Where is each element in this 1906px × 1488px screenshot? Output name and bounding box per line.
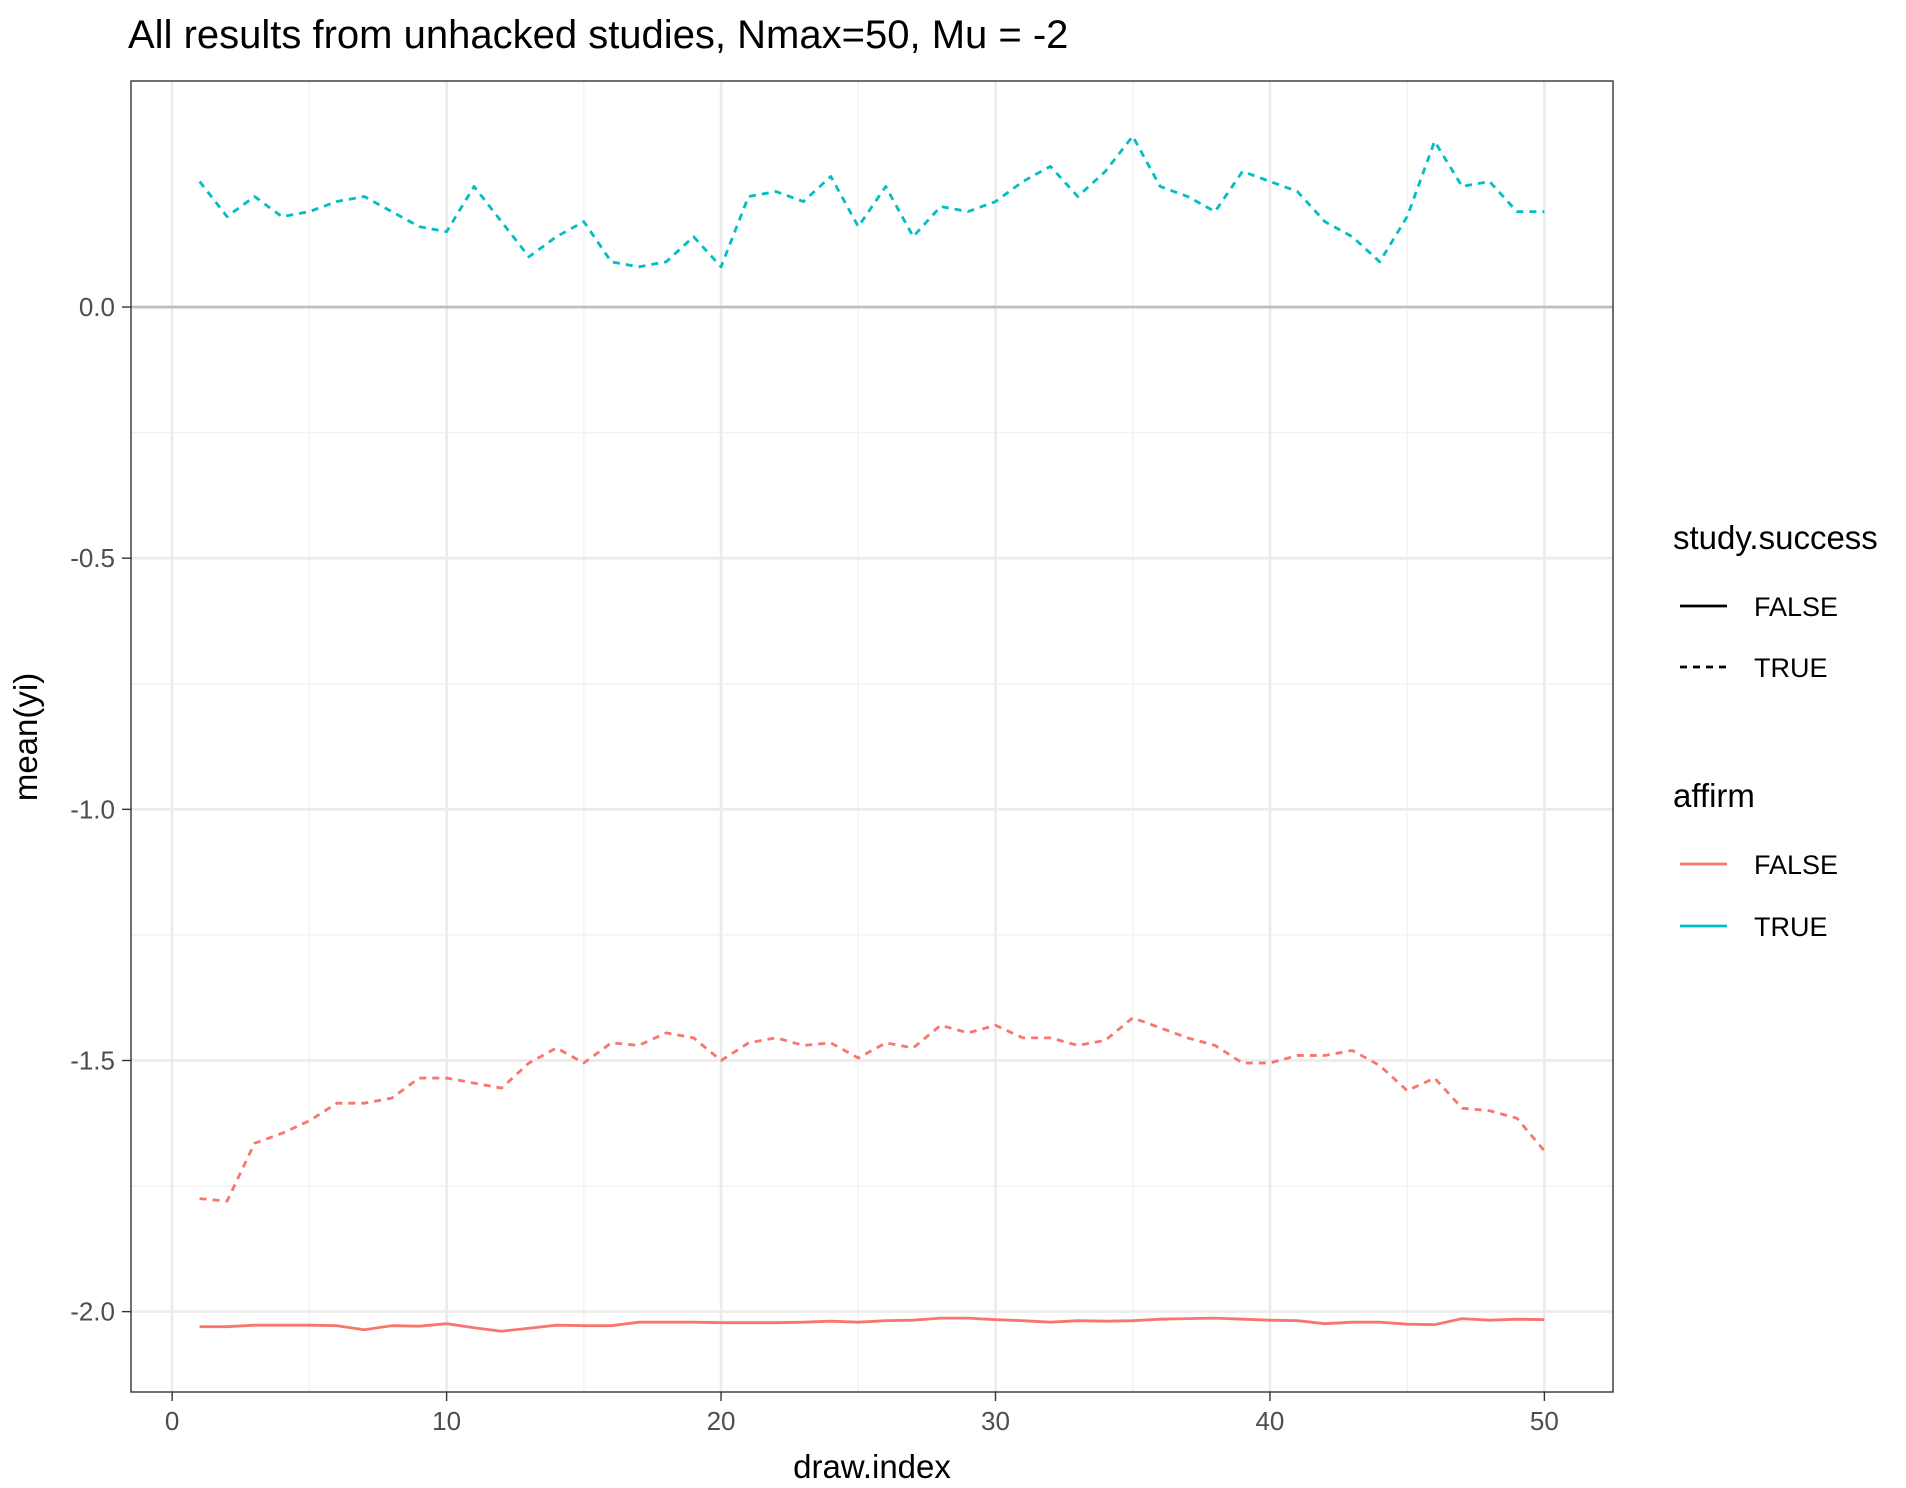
panel-border xyxy=(130,80,1614,1393)
series-line-affirm-false-success-true xyxy=(199,1016,1546,1203)
legend-title-affirm: affirm xyxy=(1673,777,1755,814)
minor-gridlines xyxy=(131,81,1613,1392)
series-layer xyxy=(198,134,1546,1333)
x-tick-label: 10 xyxy=(432,1406,461,1436)
x-tick-label: 50 xyxy=(1530,1406,1559,1436)
legend-affirm: affirm FALSE TRUE xyxy=(1673,777,1838,942)
y-tick-label: 0.0 xyxy=(79,292,115,322)
x-axis-title: draw.index xyxy=(793,1448,951,1485)
y-tick-label: -0.5 xyxy=(70,543,115,573)
series-line-affirm-true-success-true xyxy=(198,134,1545,269)
x-tick-label: 30 xyxy=(981,1406,1010,1436)
x-axis-ticks: 0 10 20 30 40 50 xyxy=(165,1392,1559,1436)
legend-label-affirm-false: FALSE xyxy=(1754,850,1838,880)
legend-study-success: study.success FALSE TRUE xyxy=(1673,519,1878,683)
plot-panel xyxy=(130,80,1614,1393)
x-tick-label: 40 xyxy=(1255,1406,1284,1436)
chart-title: All results from unhacked studies, Nmax=… xyxy=(128,13,1068,57)
panel-background xyxy=(131,81,1613,1392)
y-axis-title: mean(yi) xyxy=(7,673,44,801)
legend-label-study-success-false: FALSE xyxy=(1754,592,1838,622)
legend-label-affirm-true: TRUE xyxy=(1754,912,1828,942)
legend-title-study-success: study.success xyxy=(1673,519,1878,556)
y-tick-label: -1.5 xyxy=(70,1045,115,1075)
y-tick-label: -2.0 xyxy=(70,1297,115,1327)
legend-label-study-success-true: TRUE xyxy=(1754,653,1828,683)
series-line-affirm-false-success-false xyxy=(199,1316,1545,1333)
legend: study.success FALSE TRUE affirm FALSE TR… xyxy=(1673,519,1878,942)
x-tick-label: 0 xyxy=(165,1406,179,1436)
y-tick-label: -1.0 xyxy=(70,794,115,824)
x-tick-label: 20 xyxy=(707,1406,736,1436)
y-axis-ticks: 0.0 -0.5 -1.0 -1.5 -2.0 xyxy=(70,292,131,1327)
